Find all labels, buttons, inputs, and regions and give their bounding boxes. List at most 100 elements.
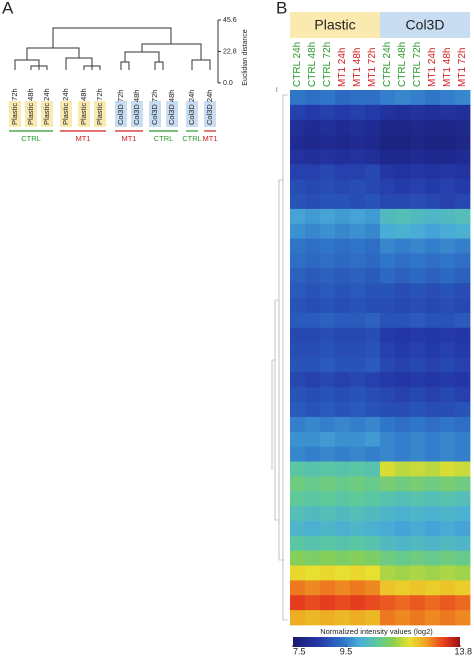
heatmap-cell xyxy=(335,268,351,284)
heatmap-cell xyxy=(335,535,351,552)
heatmap-cell xyxy=(380,446,396,462)
heatmap-cell xyxy=(365,461,381,477)
leaf-box xyxy=(166,101,178,127)
heatmap-cell xyxy=(365,90,381,106)
heatmap-cell xyxy=(380,283,396,299)
heatmap-cell xyxy=(350,610,366,626)
heatmap-cell xyxy=(440,520,456,537)
heatmap-cell xyxy=(455,416,471,433)
heatmap-cell xyxy=(365,164,381,180)
heatmap-cell xyxy=(350,416,366,433)
heatmap-cell xyxy=(410,238,426,254)
heatmap-cell xyxy=(350,520,366,537)
heatmap-cell xyxy=(455,535,471,552)
heatmap-cell xyxy=(335,387,351,403)
heatmap-cell xyxy=(350,506,366,522)
heatmap-cell xyxy=(365,550,381,566)
heatmap-cell xyxy=(350,595,366,611)
heatmap-cell xyxy=(350,476,366,492)
heatmap-cell xyxy=(350,119,366,135)
heatmap-cell xyxy=(395,535,411,552)
colorbar xyxy=(293,637,460,647)
heatmap-cell xyxy=(365,327,381,344)
heatmap-cell xyxy=(440,461,456,477)
leaf-label: Plastic 48h xyxy=(79,88,88,125)
heatmap-cell xyxy=(425,550,441,566)
heatmap-cell xyxy=(305,610,321,626)
heatmap-cell xyxy=(290,580,306,596)
heatmap-cell xyxy=(320,253,336,269)
heatmap-cell xyxy=(380,327,396,344)
heatmap-cell xyxy=(305,104,321,121)
heatmap-cell xyxy=(425,402,441,418)
heatmap-cell xyxy=(290,283,306,299)
heatmap-cell xyxy=(305,491,321,507)
heatmap-cell xyxy=(440,283,456,299)
y-tick-label: 45.6 xyxy=(223,17,237,24)
heatmap-cell xyxy=(380,476,396,492)
heatmap-cell xyxy=(425,238,441,254)
heatmap-cell xyxy=(455,253,471,269)
heatmap-cell xyxy=(395,253,411,269)
heatmap-cell xyxy=(425,565,441,581)
heatmap-cell xyxy=(395,104,411,121)
heatmap-cell xyxy=(290,402,306,418)
group-label: Col3D xyxy=(406,17,445,33)
heatmap-cell xyxy=(410,342,426,358)
heatmap-cell xyxy=(350,372,366,388)
heatmap-cell xyxy=(350,208,366,225)
leaf-label: Col3D 24h xyxy=(205,90,214,125)
heatmap-cell xyxy=(380,298,396,314)
heatmap-cell xyxy=(425,253,441,269)
heatmap-cell xyxy=(425,283,441,299)
heatmap-cell xyxy=(365,134,381,150)
heatmap-cell xyxy=(395,238,411,254)
heatmap-cell xyxy=(305,506,321,522)
heatmap-cell xyxy=(440,134,456,150)
condition-label: MT1 xyxy=(122,134,137,143)
leaf-label: Plastic 72h xyxy=(95,88,104,125)
heatmap-cell xyxy=(290,610,306,626)
heatmap-cell xyxy=(380,431,396,448)
heatmap-cell xyxy=(335,119,351,135)
heatmap-cell xyxy=(335,238,351,254)
colorbar-label: Normalized intensity values (log2) xyxy=(320,627,433,636)
axis-label: Euclidian distance xyxy=(242,29,249,86)
heatmap-cell xyxy=(365,595,381,611)
heatmap-cell xyxy=(320,372,336,388)
heatmap-cell xyxy=(380,149,396,165)
heatmap-cell xyxy=(455,312,471,329)
heatmap-cell xyxy=(455,431,471,448)
heatmap-cell xyxy=(440,312,456,329)
heatmap-cell xyxy=(335,134,351,150)
heatmap-cell xyxy=(410,253,426,269)
heatmap-cell xyxy=(395,194,411,210)
heatmap-cell xyxy=(425,610,441,626)
heatmap-cell xyxy=(350,238,366,254)
heatmap-cell xyxy=(305,357,321,373)
heatmap-cell xyxy=(365,283,381,299)
column-label: MT1 48h xyxy=(352,48,363,87)
heatmap-cell xyxy=(410,194,426,210)
heatmap-cell xyxy=(380,134,396,150)
heatmap-cell xyxy=(320,312,336,329)
column-label: MT1 24h xyxy=(337,48,348,87)
heatmap-cell xyxy=(395,327,411,344)
heatmap-cell xyxy=(380,402,396,418)
heatmap-cell xyxy=(395,580,411,596)
heatmap-cell xyxy=(320,179,336,195)
heatmap-cell xyxy=(350,164,366,180)
heatmap-cell xyxy=(320,298,336,314)
heatmap-cell xyxy=(410,416,426,433)
heatmap-cell xyxy=(320,164,336,180)
heatmap-cell xyxy=(410,372,426,388)
heatmap-cell xyxy=(380,208,396,225)
heatmap-cell xyxy=(305,580,321,596)
leaf-box xyxy=(60,101,72,127)
heatmap-cell xyxy=(305,372,321,388)
heatmap-cell xyxy=(305,416,321,433)
heatmap-cell xyxy=(305,387,321,403)
heatmap-cell xyxy=(365,610,381,626)
heatmap-cell xyxy=(290,476,306,492)
heatmap-cell xyxy=(380,610,396,626)
